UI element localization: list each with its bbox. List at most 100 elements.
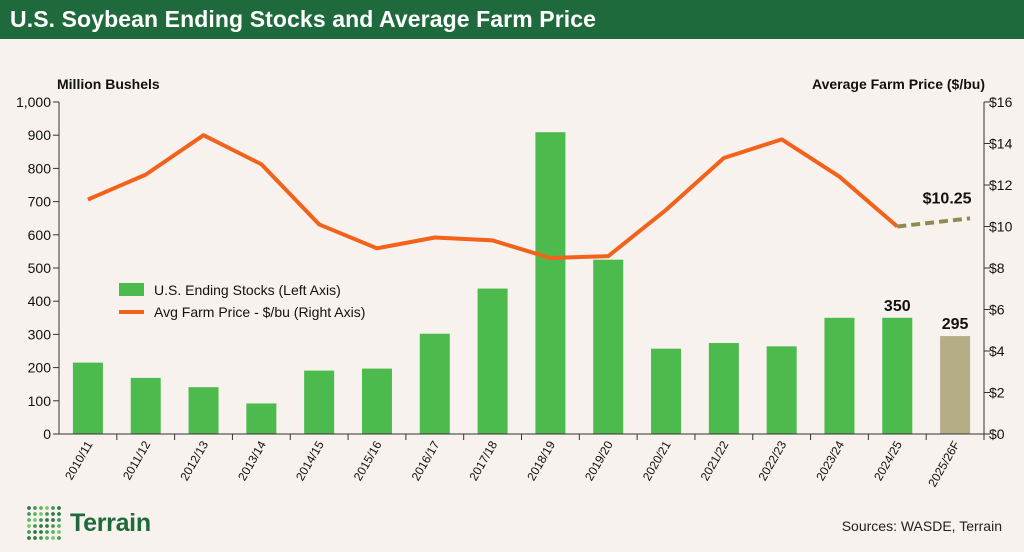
dot-grid-logo-icon [27, 506, 61, 540]
bar [882, 317, 913, 434]
logo-dot [27, 524, 31, 528]
left-tick-label: 1,000 [16, 94, 51, 110]
x-tick-label: 2020/21 [640, 438, 674, 483]
x-tick-label: 2010/11 [62, 438, 96, 482]
logo-dot [45, 518, 49, 522]
x-tick-label: 2014/15 [293, 438, 327, 483]
right-tick-label: $16 [989, 94, 1013, 110]
bar [708, 343, 739, 434]
logo-dot [45, 530, 49, 534]
bar [130, 377, 161, 434]
bar [535, 132, 566, 434]
logo-dot [33, 524, 37, 528]
logo-dot [45, 524, 49, 528]
sources-note: Sources: WASDE, Terrain [841, 518, 1002, 534]
x-tick-label: 2021/22 [698, 438, 732, 483]
logo-dot [45, 512, 49, 516]
logo-dot [39, 530, 43, 534]
terrain-logo: Terrain [26, 505, 151, 541]
left-tick-label: 100 [28, 393, 52, 409]
x-tick-label: 2018/19 [524, 438, 558, 483]
logo-dot [39, 518, 43, 522]
logo-dot [27, 512, 31, 516]
logo-dot [27, 536, 31, 540]
bar [304, 370, 335, 434]
right-tick-label: $4 [989, 343, 1005, 359]
left-tick-label: 300 [28, 326, 52, 342]
x-tick-label: 2016/17 [409, 438, 443, 483]
x-tick-label: 2024/25 [871, 438, 905, 483]
right-tick-label: $0 [989, 426, 1005, 442]
left-tick-label: 500 [28, 260, 52, 276]
right-tick-label: $6 [989, 302, 1005, 318]
chart-header: U.S. Soybean Ending Stocks and Average F… [0, 0, 1024, 39]
x-tick-label: 2019/20 [582, 438, 616, 483]
logo-dot [57, 506, 61, 510]
left-axis-title: Million Bushels [57, 76, 160, 92]
logo-dot [27, 506, 31, 510]
legend-label-price: Avg Farm Price - $/bu (Right Axis) [154, 304, 365, 320]
logo-dot [51, 506, 55, 510]
right-axis-title: Average Farm Price ($/bu) [812, 76, 985, 92]
logo-dot [45, 506, 49, 510]
logo-dot [57, 524, 61, 528]
bar [246, 403, 277, 434]
price-line [87, 133, 899, 261]
logo-text: Terrain [70, 508, 151, 537]
logo-dot [45, 536, 49, 540]
x-tick-label: 2017/18 [466, 438, 500, 483]
logo-dot [33, 518, 37, 522]
right-tick-label: $2 [989, 385, 1005, 401]
left-tick-label: 0 [43, 426, 51, 442]
bar [766, 346, 797, 434]
logo-dot [51, 512, 55, 516]
logo-dot [57, 512, 61, 516]
bar [188, 387, 219, 434]
logo-dot [33, 536, 37, 540]
logo-dot [39, 536, 43, 540]
right-tick-label: $10 [989, 219, 1013, 235]
bar [824, 317, 855, 434]
left-tick-label: 200 [28, 360, 52, 376]
left-tick-label: 900 [28, 127, 52, 143]
data-label: $10.25 [923, 190, 972, 207]
logo-dot [51, 536, 55, 540]
logo-dot [27, 530, 31, 534]
logo-dot [57, 518, 61, 522]
bar [72, 362, 103, 434]
bar [361, 368, 392, 434]
logo-dot [33, 512, 37, 516]
logo-dot [33, 530, 37, 534]
x-tick-label: 2025/26F [925, 439, 962, 490]
data-label: 350 [884, 298, 911, 315]
bar [593, 259, 624, 434]
logo-dot [57, 530, 61, 534]
left-tick-label: 800 [28, 160, 52, 176]
price-line-forecast [897, 216, 971, 229]
right-tick-label: $12 [989, 177, 1013, 193]
chart-area: Million Bushels Average Farm Price ($/bu)… [16, 76, 1013, 490]
x-tick-label: 2013/14 [235, 438, 269, 483]
logo-dot [39, 512, 43, 516]
logo-dot [39, 524, 43, 528]
bar [477, 288, 508, 434]
left-tick-label: 700 [28, 194, 52, 210]
x-tick-label: 2022/23 [755, 438, 789, 483]
bar [651, 348, 682, 434]
logo-dot [51, 530, 55, 534]
logo-dot [27, 518, 31, 522]
logo-dot [51, 518, 55, 522]
left-tick-label: 400 [28, 293, 52, 309]
logo-dot [33, 506, 37, 510]
x-tick-label: 2023/24 [813, 438, 847, 483]
x-tick-label: 2012/13 [177, 438, 211, 483]
x-tick-label: 2011/12 [120, 438, 154, 482]
chart-title: U.S. Soybean Ending Stocks and Average F… [10, 6, 597, 32]
left-tick-label: 600 [28, 227, 52, 243]
logo-dot [39, 506, 43, 510]
legend-swatch-stocks [119, 283, 144, 296]
right-tick-label: $8 [989, 260, 1005, 276]
bar [419, 333, 450, 434]
bar-forecast [940, 336, 971, 434]
data-label: 295 [942, 316, 969, 333]
